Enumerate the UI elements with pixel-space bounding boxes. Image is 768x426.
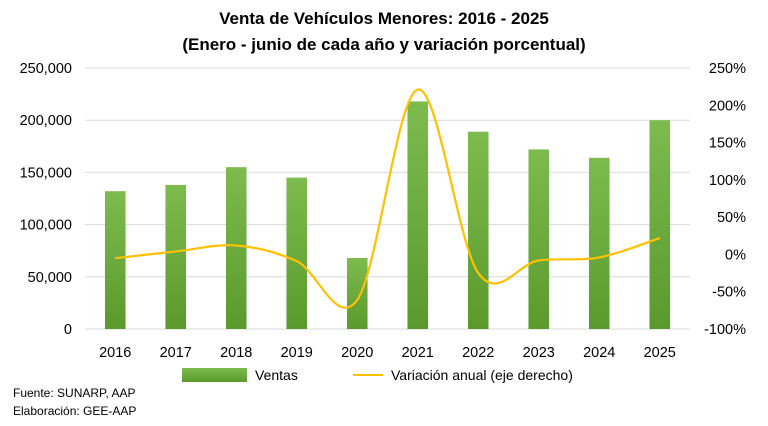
bar-2025 [649, 120, 671, 329]
bar-2024 [588, 157, 610, 329]
left-tick-label: 50,000 [28, 270, 72, 286]
right-tick-label: 50% [717, 210, 746, 226]
bar-2023 [528, 149, 550, 329]
x-tick-label: 2023 [523, 345, 555, 361]
x-tick-label: 2018 [220, 345, 252, 361]
right-tick-label: 0% [725, 247, 746, 263]
left-axis-labels: 0 50,000 100,000 150,000 200,000 250,000 [20, 61, 72, 338]
left-tick-label: 150,000 [20, 165, 72, 181]
right-tick-label: -50% [712, 285, 746, 301]
right-tick-label: -100% [704, 322, 746, 338]
x-tick-label: 2016 [99, 345, 131, 361]
x-tick-label: 2017 [160, 345, 192, 361]
bar-2019 [286, 177, 308, 329]
bar-series [104, 101, 671, 330]
bar-2016 [104, 191, 126, 329]
left-tick-label: 250,000 [20, 61, 72, 77]
right-tick-label: 250% [709, 61, 746, 77]
bar-2021 [407, 101, 429, 330]
bar-2020 [346, 258, 368, 329]
legend-swatch-ventas [182, 368, 247, 382]
line-series [115, 88, 661, 309]
left-tick-label: 100,000 [20, 218, 72, 234]
variacion-line [115, 88, 661, 309]
x-tick-label: 2022 [462, 345, 494, 361]
right-tick-label: 200% [709, 98, 746, 114]
bar-2017 [165, 184, 187, 329]
legend: Ventas Variación anual (eje derecho) [182, 367, 573, 383]
chart-subtitle: (Enero - junio de cada año y variación p… [182, 35, 585, 54]
bar-2022 [467, 131, 489, 329]
x-axis-labels: 2016 2017 2018 2019 2020 2021 2022 2023 2024 2025 [99, 345, 676, 361]
right-axis-labels: -100% -50% 0% 50% 100% 150% 200% 250% [704, 61, 746, 338]
x-tick-label: 2024 [583, 345, 615, 361]
legend-label-variacion: Variación anual (eje derecho) [391, 367, 573, 383]
elaboration-note: Elaboración: GEE-AAP [13, 404, 137, 418]
chart-title: Venta de Vehículos Menores: 2016 - 2025 [219, 9, 549, 28]
left-tick-label: 0 [64, 322, 72, 338]
x-tick-label: 2020 [341, 345, 373, 361]
left-tick-label: 200,000 [20, 113, 72, 129]
right-tick-label: 100% [709, 173, 746, 189]
x-tick-label: 2019 [281, 345, 313, 361]
x-tick-label: 2025 [644, 345, 676, 361]
right-tick-label: 150% [709, 136, 746, 152]
bar-2018 [225, 167, 247, 329]
x-tick-label: 2021 [402, 345, 434, 361]
source-note: Fuente: SUNARP, AAP [13, 386, 136, 400]
legend-label-ventas: Ventas [255, 367, 298, 383]
